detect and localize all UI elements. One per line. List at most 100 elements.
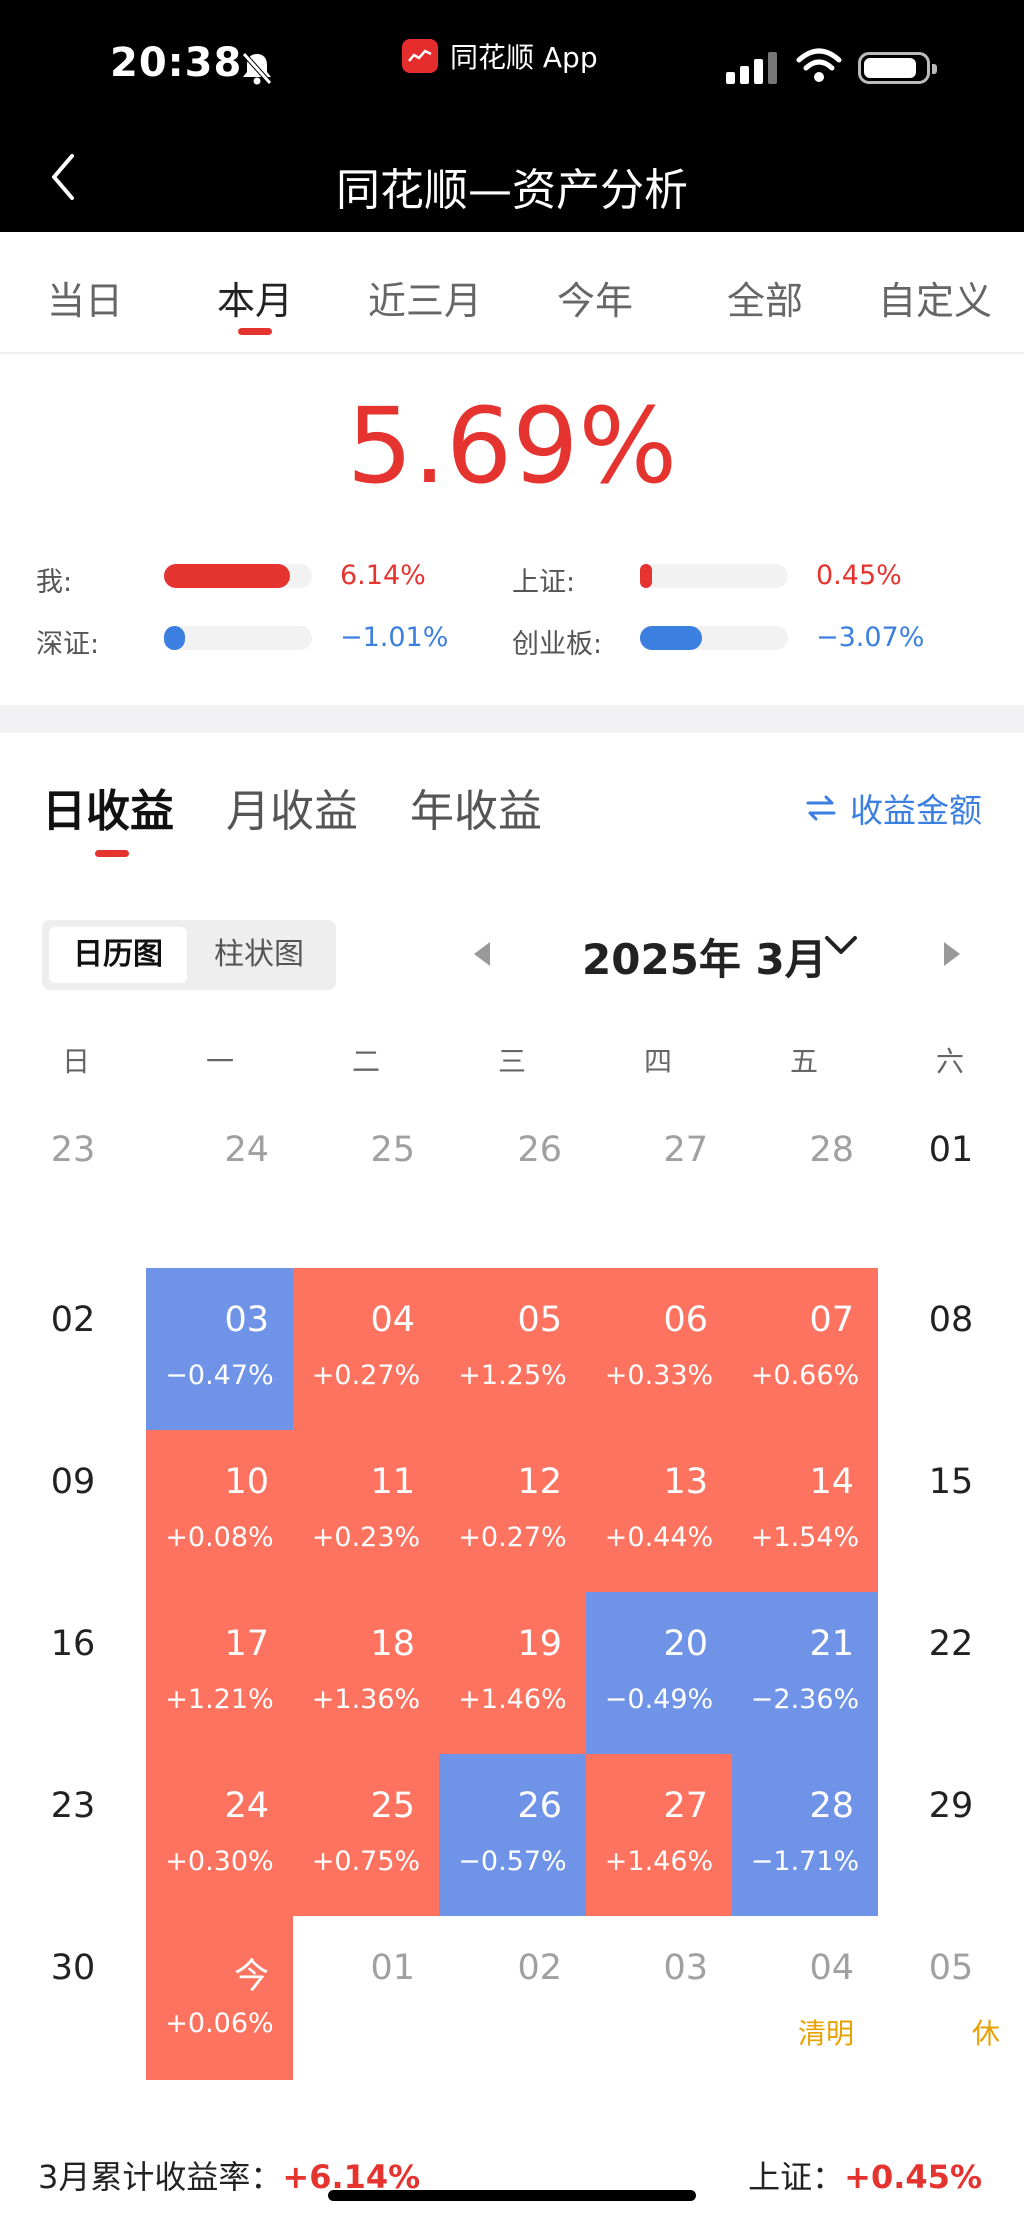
weekday-tue: 二 [352,1045,381,1078]
day-number: 26 [517,1130,562,1170]
day-number: 09 [50,1462,96,1502]
holiday-label: 休 [971,2017,1000,2050]
day-number: 04 [809,1948,854,1988]
calendar-day[interactable]: 20 −0.49% [586,1592,732,1754]
compare-bar-me [164,564,312,588]
tab-custom[interactable]: 自定义 [877,279,992,323]
day-return: −1.71% [750,1846,860,1877]
weekday-fri: 五 [790,1045,819,1078]
day-number: 23 [50,1130,96,1170]
day-return: +0.27% [458,1522,567,1553]
day-number: 30 [50,1948,96,1988]
day-number: 01 [370,1948,415,1988]
tab-yearly-earnings[interactable]: 年收益 [410,786,542,837]
calendar-day[interactable]: 07 +0.66% [732,1268,878,1430]
return-percentage: 5.69% [346,385,678,507]
day-return: +0.66% [750,1360,860,1391]
calendar-day[interactable]: 26 −0.57% [439,1754,586,1916]
day-number: 17 [224,1624,269,1664]
earnings-amount-toggle[interactable]: 收益金额 [806,784,982,832]
calendar-day: 16 [0,1592,146,1754]
day-number: 24 [224,1130,269,1170]
calendar-day[interactable]: 27 +1.46% [586,1754,732,1916]
earnings-amount-label: 收益金额 [850,791,982,830]
weekday-thu: 四 [644,1045,673,1078]
month-selector[interactable]: 2025年 3月 [582,935,827,984]
day-return: −0.47% [165,1360,274,1391]
calendar-day[interactable]: 06 +0.33% [586,1268,732,1430]
day-number: 18 [370,1624,415,1664]
bar-view-button[interactable]: 柱状图 [214,937,304,972]
day-return: +1.54% [750,1522,860,1553]
calendar-day[interactable]: 18 +1.36% [293,1592,439,1754]
day-number: 27 [663,1786,708,1826]
calendar-day[interactable]: 10 +0.08% [146,1430,293,1592]
calendar-day[interactable]: 19 +1.46% [439,1592,586,1754]
view-toggle: 日历图 柱状图 [42,920,336,990]
holiday-label: 清明 [797,2017,854,2050]
calendar-view-button[interactable]: 日历图 [49,927,187,983]
day-return: −0.49% [604,1684,714,1715]
weekday-sat: 六 [936,1045,965,1078]
calendar-day: 24 [146,1110,293,1260]
chevron-down-icon[interactable] [823,932,859,960]
calendar-day[interactable]: 13 +0.44% [586,1430,732,1592]
day-number: 28 [809,1786,854,1826]
index-cumulative-value: +0.45% [844,2158,982,2196]
compare-label-sh: 上证: [512,567,576,598]
tab-this-year[interactable]: 今年 [556,279,633,323]
calendar-day: 26 [439,1110,586,1260]
calendar-day[interactable]: 14 +1.54% [732,1430,878,1592]
calendar-day[interactable]: 17 +1.21% [146,1592,293,1754]
app-indicator[interactable]: 同花顺 App [402,36,598,76]
day-number: 04 [370,1300,415,1340]
calendar-day[interactable]: 21 −2.36% [732,1592,878,1754]
calendar-day[interactable]: 12 +0.27% [439,1430,586,1592]
tab-all[interactable]: 全部 [726,279,803,323]
day-return: −0.57% [458,1846,567,1877]
day-number: 13 [663,1462,708,1502]
day-number: 10 [224,1462,269,1502]
day-number: 16 [50,1624,96,1664]
calendar-day[interactable]: 25 +0.75% [293,1754,439,1916]
next-month-icon[interactable] [944,942,960,966]
tab-monthly-earnings[interactable]: 月收益 [226,786,358,837]
calendar-day: 23 [0,1110,146,1260]
day-number: 12 [517,1462,562,1502]
compare-bar-sh [640,564,788,588]
day-return: +1.21% [165,1684,274,1715]
status-time: 20:38 [110,40,243,86]
calendar-day[interactable]: 03 −0.47% [146,1268,293,1430]
calendar-day: 23 [0,1754,146,1916]
calendar-day[interactable]: 11 +0.23% [293,1430,439,1592]
back-arrow-icon[interactable] [48,152,78,202]
day-number: 01 [928,1130,974,1170]
calendar-day[interactable]: 05 +1.25% [439,1268,586,1430]
calendar-day: 22 [878,1592,1024,1754]
top-bar: 20:38 同花顺 App 同花顺—资产分析 [0,0,1024,232]
tab-indicator [238,328,272,335]
day-number: 08 [928,1300,974,1340]
day-number: 15 [928,1462,974,1502]
tab-daily-earnings[interactable]: 日收益 [42,786,174,837]
day-number: 02 [50,1300,96,1340]
calendar-day[interactable]: 今 +0.06% [146,1916,293,2080]
day-return: +0.75% [311,1846,421,1877]
day-return: −2.36% [750,1684,860,1715]
calendar-day: 01 [293,1916,439,2080]
tab-today[interactable]: 当日 [46,279,123,323]
signal-icon [726,52,777,84]
tab-this-month[interactable]: 本月 [216,279,293,323]
calendar-day: 25 [293,1110,439,1260]
prev-month-icon[interactable] [474,942,490,966]
calendar-day[interactable]: 04 +0.27% [293,1268,439,1430]
calendar-day: 03 [586,1916,732,2080]
compare-bar-cyb [640,626,788,650]
divider [0,352,1024,354]
day-number: 22 [928,1624,974,1664]
calendar-day[interactable]: 24 +0.30% [146,1754,293,1916]
index-cumulative: 上证：+0.45% [748,2152,982,2198]
day-number: 11 [370,1462,415,1502]
tab-three-months[interactable]: 近三月 [367,279,482,323]
calendar-day[interactable]: 28 −1.71% [732,1754,878,1916]
